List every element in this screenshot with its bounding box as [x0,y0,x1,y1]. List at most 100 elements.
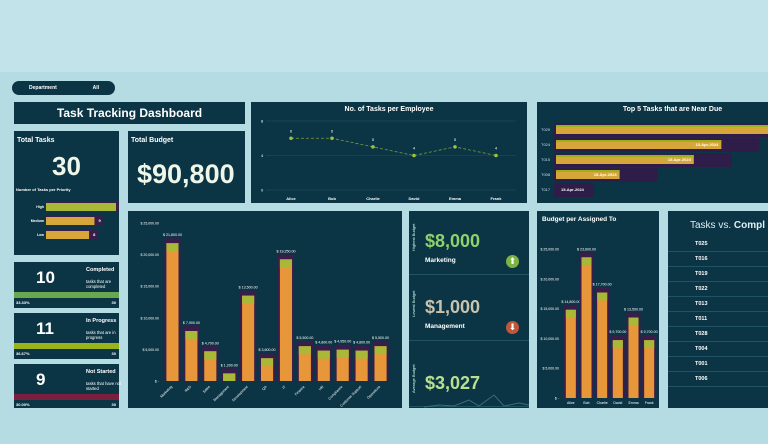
title-plain: Tasks vs. [690,220,734,231]
status-card-completed: 10 Completed tasks that are completed 33.33… [14,262,119,308]
data-point [412,153,416,158]
bar [597,292,608,398]
series-line [291,137,497,156]
x-tick: HR [318,385,325,392]
data-label: $ 17,700.00 [593,283,612,287]
y-tick: $ 5,000.00 [142,348,159,352]
data-point [289,136,293,141]
y-tick: $ 25,000.00 [141,222,160,226]
status-percent: 36.67% [16,351,30,356]
data-label: $ 4,700.00 [202,341,219,345]
x-tick: Customer Support [339,385,362,408]
status-label: Completed [86,267,115,273]
arrow-down-icon: ⬇ [506,321,519,334]
task-id: T024 [541,142,551,147]
priority-chart: High13Medium9Low8 [31,202,119,240]
task-row: T011 [668,312,768,327]
priority-bar [46,231,90,239]
bar-top [242,295,255,304]
y-tick: $ 15,000.00 [141,285,160,289]
status-progress-bar [14,343,119,349]
due-bar [556,140,722,149]
chart-title: Top 5 Tasks that are Near Due [622,106,723,113]
y-tick: 4 [261,153,264,158]
task-row: T025 [668,237,768,252]
due-bar-accent [556,125,768,127]
priority-title: Number of Tasks per Priority [16,187,71,192]
task-id: T015 [541,157,551,162]
sparkline [423,394,529,408]
task-id: T029 [541,127,551,132]
x-tick: Emma [449,196,462,201]
due-bar-accent [556,140,722,142]
data-label: 6 [290,128,293,133]
bar-top [374,346,387,355]
bar-top [628,317,639,326]
bar [581,257,592,398]
data-label: 6 [331,128,334,133]
kpi-value: $1,000 [425,297,481,317]
bar-top [336,349,349,358]
data-label: $ 9,700.00 [641,330,658,334]
x-tick: Compliance [328,385,344,401]
bar [279,259,293,381]
data-label: 5 [454,137,457,142]
due-date-label: 15-Apr-2024 [561,187,585,192]
x-tick: Marketing [159,385,173,399]
kpi-department: Management [425,323,465,330]
y-tick: 8 [261,119,264,124]
bar-shadow [554,183,594,197]
status-percent: 30.00% [16,402,30,407]
task-row: T001 [668,357,768,372]
status-count: 11 [36,319,54,338]
title-bold: Compl [733,220,766,231]
x-tick: Development [231,385,248,402]
data-label: 4 [413,146,416,151]
data-point [330,136,334,141]
priority-bar [46,217,95,225]
filter-value: All [92,85,99,91]
kpi-value: $3,027 [425,373,481,393]
y-tick: $ 20,000.00 [141,253,160,257]
status-description: tasks that are completed [86,279,112,289]
x-tick: IT [282,384,288,390]
priority-value: 8 [93,232,96,237]
status-total: 30 [111,300,116,305]
data-label: $ 1,200.00 [221,363,238,367]
data-label: $ 4,950.00 [334,340,351,344]
priority-label: Low [37,233,44,237]
task-id: T008 [541,172,551,177]
x-tick: Sales [202,385,211,394]
budget-per-assignee-panel: Budget per Assigned To $ - $ 5,000.00 $ 10… [537,211,659,408]
y-tick: 0 [261,188,264,193]
tasks-vs-complete-title: Tasks vs. Compl [690,220,765,231]
x-tick: Alice [286,196,296,201]
x-tick: Management [213,385,230,402]
bar-top [355,350,368,359]
page-title: Task Tracking Dashboard [56,106,203,120]
bar [644,340,655,398]
top-band [0,0,768,72]
assignee-budget-chart: $ - $ 5,000.00 $ 10,000.00 $ 15,000.00 $ 20,… [541,247,658,405]
budget-per-department-panel: $ - $ 5,000.00 $ 10,000.00 $ 15,000.00 $ 20,… [128,211,402,408]
status-total: 30 [111,402,116,407]
department-filter[interactable]: Department All [12,81,115,95]
kpi-label: Lowest Budget [411,290,416,317]
chart-title: No. of Tasks per Employee [344,106,434,113]
data-label: $ 4,800.00 [353,341,370,345]
status-count: 10 [36,268,55,287]
y-tick: $ 15,000.00 [541,307,560,311]
data-label: $ 5,500.00 [372,336,389,340]
y-tick: $ 10,000.00 [541,337,560,341]
x-tick: David [613,401,622,405]
status-label: Not Started [86,369,116,375]
total-budget-title: Total Budget [131,137,174,144]
sparkline-path [423,394,529,408]
tasks-vs-complete-panel: Tasks vs. Compl T025 T016 T019 T022 T013 T011… [668,211,768,408]
tasks-per-employee-panel: No. of Tasks per Employee 0 4 8 6 Alice 6 Bob 5… [251,102,527,203]
bar [612,340,623,398]
task-row: T004 [668,342,768,357]
x-tick: Bob [328,196,336,201]
status-count: 9 [36,370,46,389]
data-label: $ 5,500.00 [296,336,313,340]
